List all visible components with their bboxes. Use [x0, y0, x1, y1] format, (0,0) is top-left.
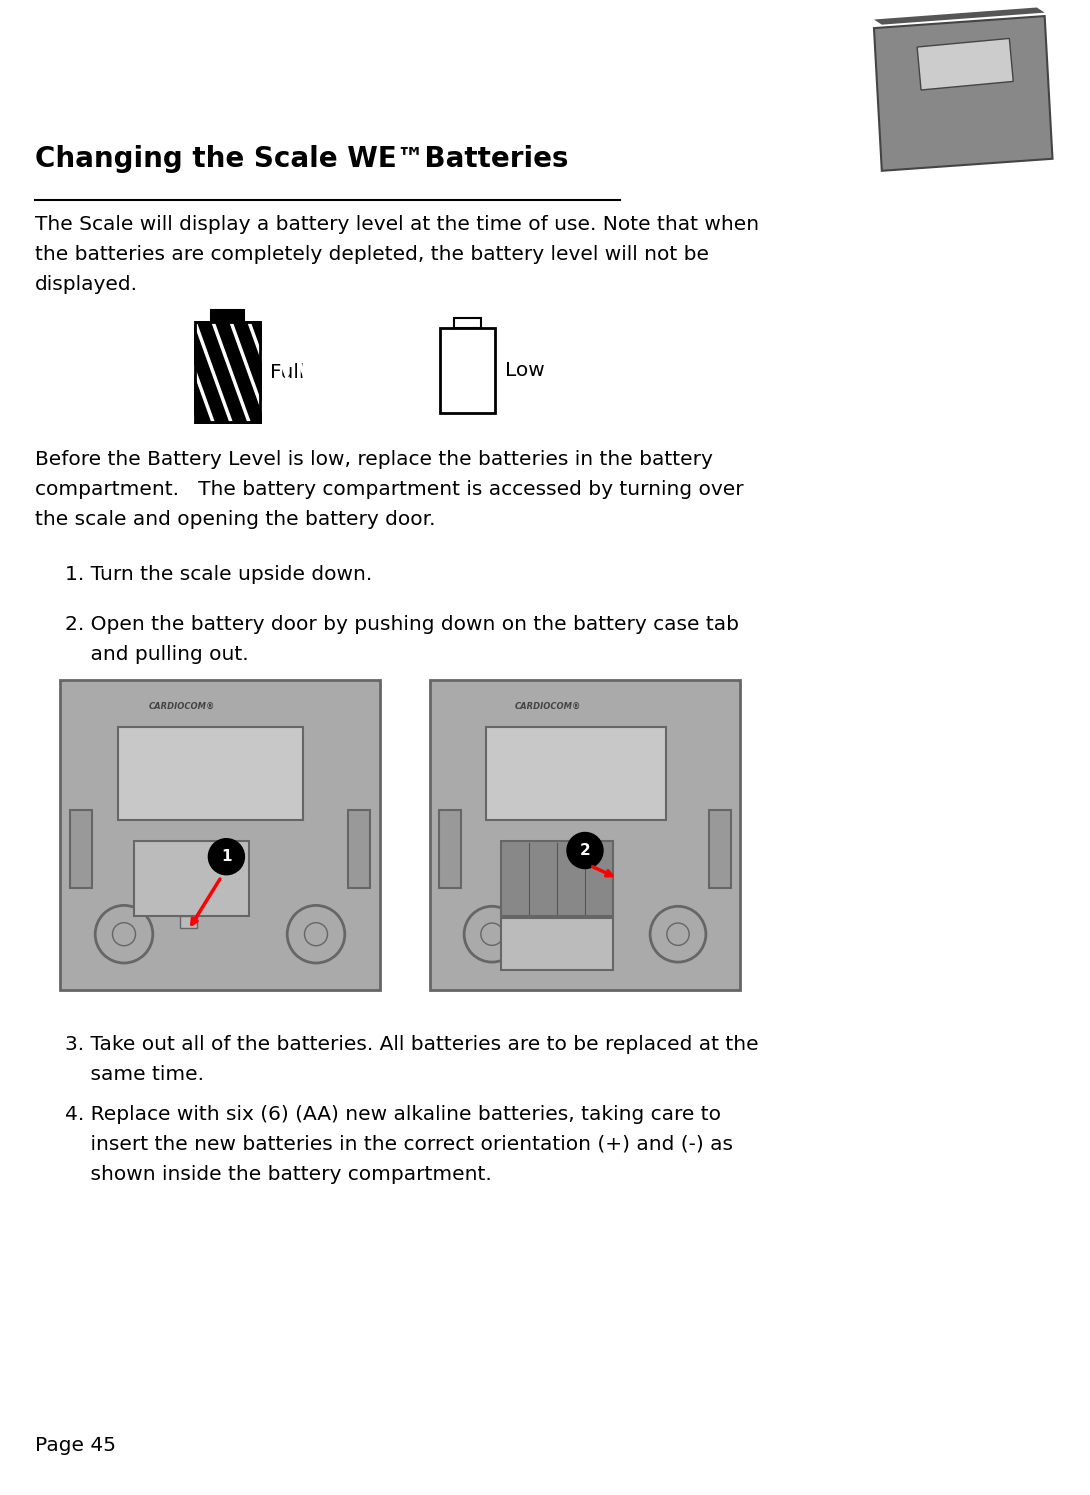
Text: 4. Replace with six (6) (AA) new alkaline batteries, taking care to: 4. Replace with six (6) (AA) new alkalin… [65, 1105, 720, 1124]
Text: 1: 1 [221, 849, 232, 864]
Text: The Scale will display a battery level at the time of use. Note that when: The Scale will display a battery level a… [35, 215, 759, 235]
Text: 3. Take out all of the batteries. All batteries are to be replaced at the: 3. Take out all of the batteries. All ba… [65, 1035, 759, 1054]
Bar [211, 309, 244, 321]
Bar [708, 810, 730, 888]
Text: insert the new batteries in the correct orientation (+) and (-) as: insert the new batteries in the correct … [65, 1135, 732, 1154]
Bar [440, 327, 495, 413]
Polygon shape [917, 39, 1014, 90]
Text: and pulling out.: and pulling out. [65, 644, 249, 664]
Bar [60, 680, 380, 990]
Text: Changing the Scale WE™Batteries: Changing the Scale WE™Batteries [35, 145, 569, 173]
Bar [70, 810, 92, 888]
Bar [195, 321, 261, 422]
Text: Before the Battery Level is low, replace the batteries in the battery: Before the Battery Level is low, replace… [35, 450, 713, 469]
Bar [180, 915, 197, 928]
Bar [134, 842, 249, 915]
Text: shown inside the battery compartment.: shown inside the battery compartment. [65, 1165, 492, 1184]
Bar [486, 727, 666, 819]
Polygon shape [874, 7, 1044, 25]
Bar [453, 318, 482, 327]
Circle shape [567, 833, 603, 869]
Text: 1. Turn the scale upside down.: 1. Turn the scale upside down. [65, 565, 373, 585]
Text: compartment.   The battery compartment is accessed by turning over: compartment. The battery compartment is … [35, 480, 743, 499]
Bar [348, 810, 371, 888]
Text: Low: Low [505, 360, 545, 380]
Text: CARDIOCOM®: CARDIOCOM® [514, 701, 581, 710]
Bar [195, 321, 261, 422]
Bar [501, 842, 613, 915]
Text: Full: Full [270, 362, 304, 381]
Bar [429, 680, 740, 990]
Polygon shape [874, 16, 1053, 170]
Text: same time.: same time. [65, 1064, 204, 1084]
Circle shape [208, 839, 244, 875]
Text: the batteries are completely depleted, the battery level will not be: the batteries are completely depleted, t… [35, 245, 708, 265]
Text: displayed.: displayed. [35, 275, 138, 295]
Text: 2. Open the battery door by pushing down on the battery case tab: 2. Open the battery door by pushing down… [65, 614, 739, 634]
Text: 2: 2 [580, 843, 591, 858]
Text: Page 45: Page 45 [35, 1437, 116, 1455]
Bar [439, 810, 461, 888]
Bar [118, 727, 303, 819]
Bar [501, 918, 613, 970]
Text: CARDIOCOM®: CARDIOCOM® [148, 701, 215, 710]
Text: the scale and opening the battery door.: the scale and opening the battery door. [35, 510, 436, 529]
